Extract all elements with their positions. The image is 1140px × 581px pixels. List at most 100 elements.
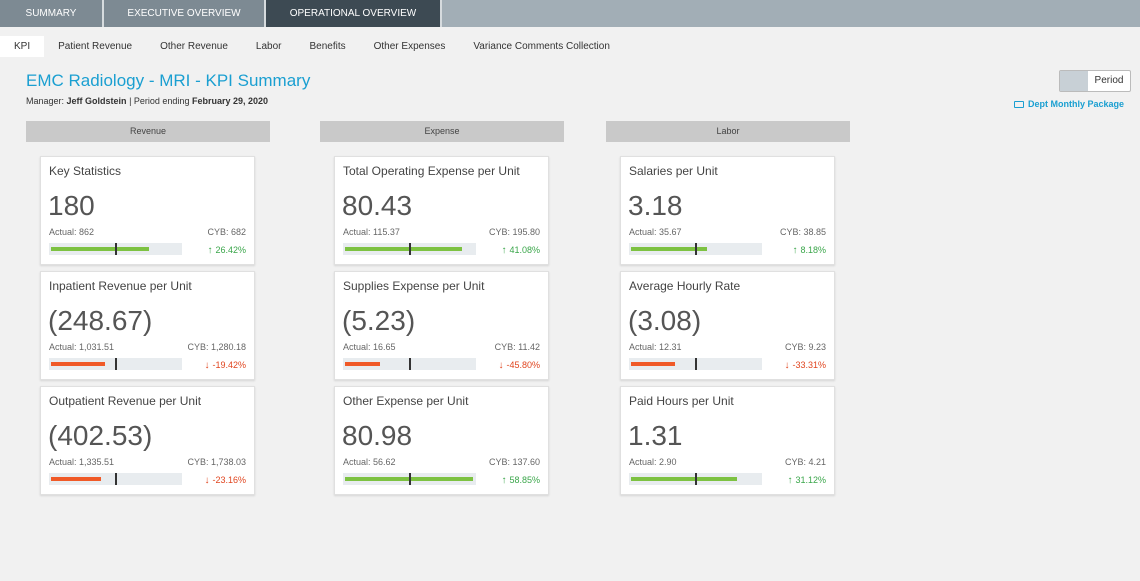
kpi-change-value: 41.08% <box>509 245 540 255</box>
kpi-change-value: -23.16% <box>212 475 246 485</box>
kpi-progress-fill <box>51 247 149 251</box>
kpi-change: ↑ 31.12% <box>787 475 826 486</box>
subtab-benefits[interactable]: Benefits <box>309 41 346 52</box>
kpi-title: Paid Hours per Unit <box>629 394 734 408</box>
kpi-card[interactable]: Paid Hours per Unit 1.31 Actual: 2.90 CYB: … <box>620 386 835 495</box>
package-link-label: Dept Monthly Package <box>1028 99 1125 109</box>
kpi-target-marker <box>115 243 117 255</box>
kpi-change: ↓ -33.31% <box>784 360 826 371</box>
kpi-progress-fill <box>345 362 380 366</box>
kpi-change: ↓ -19.42% <box>204 360 246 371</box>
subtab-kpi[interactable]: KPI <box>0 36 45 57</box>
kpi-card[interactable]: Other Expense per Unit 80.98 Actual: 56.62… <box>334 386 549 495</box>
kpi-cyb: CYB: 4.21 <box>784 457 826 467</box>
kpi-target-marker <box>409 473 411 485</box>
kpi-progress-bar <box>343 243 476 255</box>
kpi-actual: Actual: 35.67 <box>629 227 682 237</box>
kpi-actual: Actual: 2.90 <box>629 457 677 467</box>
manager-label: Manager: <box>26 96 65 106</box>
kpi-progress-bar <box>49 358 182 370</box>
toggle-knob <box>1060 71 1088 91</box>
kpi-target-marker <box>115 473 117 485</box>
kpi-card[interactable]: Supplies Expense per Unit (5.23) Actual: 1… <box>334 271 549 380</box>
kpi-cyb: CYB: 38.85 <box>779 227 826 237</box>
sub-navigation: KPI Patient Revenue Other Revenue Labor … <box>0 36 624 57</box>
kpi-change-value: -45.80% <box>506 360 540 370</box>
kpi-cyb: CYB: 1,280.18 <box>187 342 246 352</box>
kpi-progress-bar <box>49 243 182 255</box>
kpi-target-marker <box>695 358 697 370</box>
kpi-change-value: 26.42% <box>215 245 246 255</box>
kpi-card[interactable]: Inpatient Revenue per Unit (248.67) Actual… <box>40 271 255 380</box>
kpi-change: ↓ -23.16% <box>204 475 246 486</box>
kpi-target-marker <box>115 358 117 370</box>
kpi-change-value: 31.12% <box>795 475 826 485</box>
kpi-value: 180 <box>48 190 95 221</box>
kpi-cyb: CYB: 1,738.03 <box>187 457 246 467</box>
kpi-change-value: -19.42% <box>212 360 246 370</box>
kpi-title: Key Statistics <box>49 164 122 178</box>
kpi-change-value: -33.31% <box>792 360 826 370</box>
kpi-card[interactable]: Salaries per Unit 3.18 Actual: 35.67 CYB: 3… <box>620 156 835 265</box>
kpi-card[interactable]: Key Statistics 180 Actual: 862 CYB: 682 ↑ 26.… <box>40 156 255 265</box>
kpi-actual: Actual: 115.37 <box>343 227 400 237</box>
subtab-labor[interactable]: Labor <box>255 41 282 52</box>
kpi-cyb: CYB: 9.23 <box>784 342 826 352</box>
subtab-other-expenses[interactable]: Other Expenses <box>373 41 446 52</box>
kpi-value: (402.53) <box>48 420 153 451</box>
kpi-card[interactable]: Total Operating Expense per Unit 80.43 Act… <box>334 156 549 265</box>
kpi-value: 80.43 <box>342 190 413 221</box>
arrow-down-icon: ↓ <box>498 360 504 371</box>
kpi-progress-fill <box>51 362 105 366</box>
kpi-progress-fill <box>631 362 675 366</box>
kpi-progress-bar <box>629 358 762 370</box>
kpi-progress-bar <box>49 473 182 485</box>
kpi-value: 1.31 <box>628 420 683 451</box>
kpi-change-value: 8.18% <box>800 245 826 255</box>
subtab-patient-revenue[interactable]: Patient Revenue <box>58 41 133 52</box>
kpi-value: (5.23) <box>342 305 416 336</box>
kpi-progress-fill <box>51 477 101 481</box>
kpi-actual: Actual: 1,031.51 <box>49 342 115 352</box>
column-header-expense: Expense <box>320 121 564 142</box>
kpi-change-value: 58.85% <box>509 475 540 485</box>
tab-executive-overview[interactable]: EXECUTIVE OVERVIEW <box>104 0 266 27</box>
subtab-other-revenue[interactable]: Other Revenue <box>160 41 228 52</box>
arrow-up-icon: ↑ <box>207 245 213 256</box>
toggle-label: Period <box>1094 75 1124 86</box>
folder-open-icon <box>1014 101 1024 108</box>
kpi-cyb: CYB: 682 <box>207 227 246 237</box>
kpi-progress-fill <box>345 247 462 251</box>
arrow-up-icon: ↑ <box>501 475 507 486</box>
page-title: EMC Radiology - MRI - KPI Summary <box>26 71 311 90</box>
kpi-cyb: CYB: 137.60 <box>488 457 540 467</box>
kpi-card[interactable]: Outpatient Revenue per Unit (402.53) Actua… <box>40 386 255 495</box>
kpi-value: 3.18 <box>628 190 683 221</box>
kpi-change: ↑ 8.18% <box>792 245 826 256</box>
arrow-down-icon: ↓ <box>784 360 790 371</box>
top-navigation: SUMMARY EXECUTIVE OVERVIEW OPERATIONAL O… <box>0 0 1140 27</box>
dept-monthly-package-link[interactable]: Dept Monthly Package <box>1014 99 1124 109</box>
arrow-down-icon: ↓ <box>204 360 210 371</box>
kpi-cyb: CYB: 195.80 <box>488 227 540 237</box>
period-date: February 29, 2020 <box>191 96 269 106</box>
tab-summary[interactable]: SUMMARY <box>0 0 104 27</box>
kpi-title: Other Expense per Unit <box>343 394 469 408</box>
kpi-actual: Actual: 56.62 <box>343 457 396 467</box>
column-header-labor: Labor <box>606 121 850 142</box>
period-toggle[interactable]: Period <box>1059 70 1131 92</box>
kpi-change: ↑ 26.42% <box>207 245 246 256</box>
kpi-title: Outpatient Revenue per Unit <box>49 394 202 408</box>
tab-operational-overview[interactable]: OPERATIONAL OVERVIEW <box>266 0 442 27</box>
subtab-variance-comments[interactable]: Variance Comments Collection <box>473 41 610 52</box>
kpi-card[interactable]: Average Hourly Rate (3.08) Actual: 12.31 CY… <box>620 271 835 380</box>
kpi-progress-bar <box>343 473 476 485</box>
kpi-progress-bar <box>629 243 762 255</box>
kpi-title: Inpatient Revenue per Unit <box>49 279 192 293</box>
kpi-change: ↓ -45.80% <box>498 360 540 371</box>
kpi-title: Average Hourly Rate <box>629 279 741 293</box>
kpi-title: Total Operating Expense per Unit <box>343 164 520 178</box>
kpi-actual: Actual: 1,335.51 <box>49 457 115 467</box>
kpi-actual: Actual: 16.65 <box>343 342 396 352</box>
kpi-value: (3.08) <box>628 305 702 336</box>
